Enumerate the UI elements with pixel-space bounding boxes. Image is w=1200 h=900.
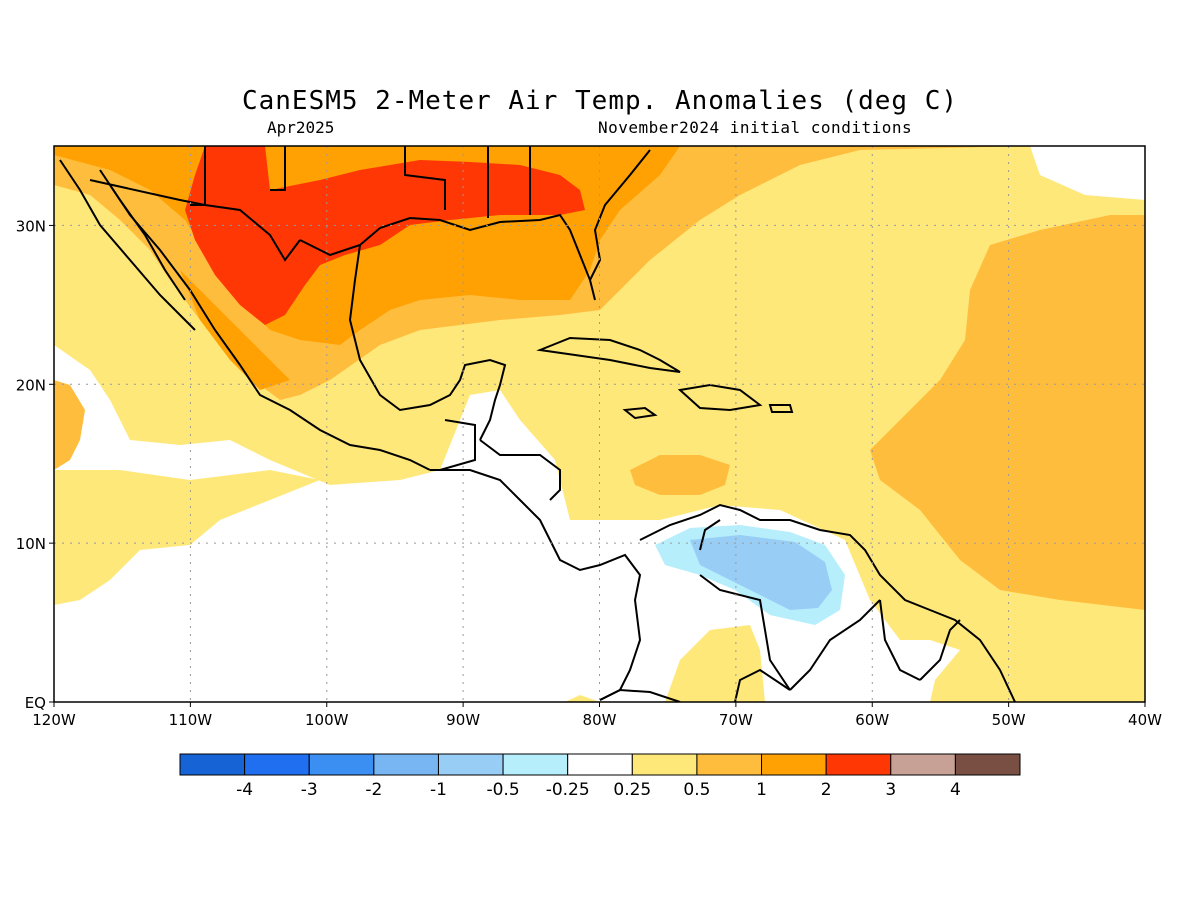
x-tick-label: 120W: [32, 711, 76, 729]
y-axis: EQ 10N 20N 30N: [16, 217, 54, 712]
colorbar-swatch: [825, 753, 892, 776]
colorbar-label: -0.5: [486, 780, 519, 800]
colorbar-label: -2: [365, 780, 382, 800]
coastlines: [59, 146, 1016, 702]
colorbar-swatch: [502, 753, 569, 776]
x-tick-label: 80W: [583, 711, 617, 729]
field-025-equator-east: [1010, 692, 1040, 702]
x-tick-label: 110W: [169, 711, 213, 729]
field-neg05: [690, 535, 832, 610]
map-title: CanESM5 2-Meter Air Temp. Anomalies (deg…: [241, 86, 959, 116]
x-tick-label: 60W: [855, 711, 889, 729]
x-tick-label: 40W: [1128, 711, 1162, 729]
colorbar-label: -4: [236, 780, 253, 800]
field-05-caribbean: [630, 455, 730, 495]
colorbar-swatch: [567, 753, 633, 776]
colorbar-label: 4: [950, 780, 961, 800]
y-tick-label: 20N: [16, 376, 46, 394]
colorbar: -4 -3 -2 -1 -0.5 -0.25 0.25 0.5 1 2 3 4: [179, 753, 1021, 800]
colorbar-swatch: [308, 753, 375, 776]
colorbar-swatch: [179, 753, 246, 776]
colorbar-label: -3: [301, 780, 318, 800]
forecast-month: Apr2025: [267, 118, 335, 137]
y-tick-label: 10N: [16, 535, 46, 553]
x-tick-label: 100W: [305, 711, 349, 729]
field-025-south-west: [54, 470, 320, 605]
colorbar-swatch: [954, 753, 1021, 776]
colorbar-swatch: [761, 753, 827, 776]
y-tick-label: EQ: [25, 694, 46, 712]
colorbar-label: 2: [821, 780, 832, 800]
gridlines: [54, 146, 1145, 702]
x-tick-label: 50W: [992, 711, 1026, 729]
colorbar-swatch: [631, 753, 698, 776]
colorbar-label: 1: [756, 780, 767, 800]
field-025-equator: [565, 695, 600, 702]
y-tick-label: 30N: [16, 217, 46, 235]
x-tick-label: 90W: [446, 711, 480, 729]
field-05-pacific: [54, 380, 85, 470]
colorbar-swatch: [373, 753, 439, 776]
field-05-atlantic: [870, 215, 1145, 610]
colorbar-swatch: [244, 753, 310, 776]
colorbar-label: 3: [885, 780, 896, 800]
x-tick-label: 70W: [719, 711, 753, 729]
colorbar-label: 0.5: [683, 780, 710, 800]
colorbar-swatch: [696, 753, 763, 776]
colorbar-label: 0.25: [613, 780, 651, 800]
field-1-mexico-west: [180, 270, 290, 390]
x-axis: 120W 110W 100W 90W 80W 70W 60W 50W 40W: [32, 702, 1162, 729]
initial-conditions: November2024 initial conditions: [598, 118, 913, 137]
colorbar-swatch: [437, 753, 504, 776]
colorbar-label: -1: [430, 780, 447, 800]
colorbar-swatch: [890, 753, 956, 776]
colorbar-label: -0.25: [546, 780, 590, 800]
